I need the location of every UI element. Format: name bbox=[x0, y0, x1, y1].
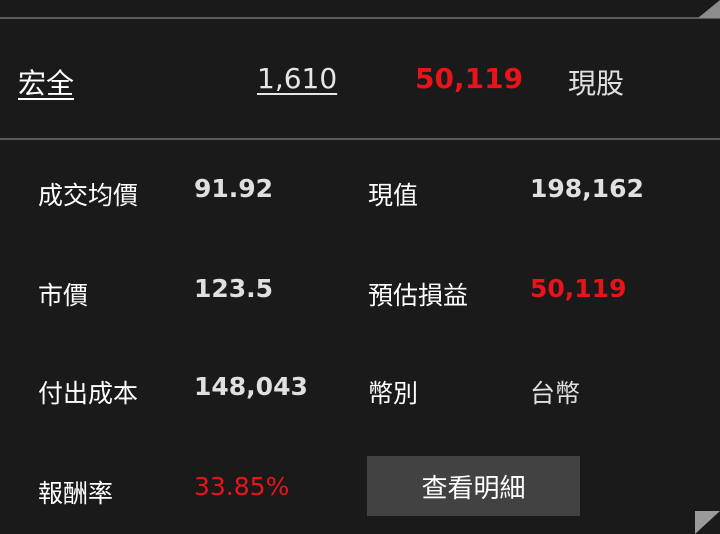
current-value-label: 現值 bbox=[368, 181, 419, 210]
avg-price-label: 成交均價 bbox=[38, 181, 139, 210]
market-price-label: 市價 bbox=[38, 281, 89, 310]
market-price-value: 123.5 bbox=[194, 274, 274, 303]
stock-name-link[interactable]: 宏全 bbox=[18, 67, 75, 100]
return-label: 報酬率 bbox=[38, 479, 114, 508]
avg-price-value: 91.92 bbox=[194, 174, 274, 203]
profit-loss-value: 50,119 bbox=[415, 62, 524, 95]
currency-label: 幣別 bbox=[368, 379, 419, 408]
corner-triangle-icon bbox=[698, 0, 720, 18]
cost-value: 148,043 bbox=[194, 372, 308, 401]
top-divider bbox=[0, 17, 720, 19]
trade-type: 現股 bbox=[568, 67, 625, 100]
current-value: 198,162 bbox=[530, 174, 644, 203]
header-divider bbox=[0, 138, 720, 140]
est-pl-label: 預估損益 bbox=[368, 281, 469, 310]
currency-value: 台幣 bbox=[530, 379, 581, 408]
view-details-button[interactable]: 查看明細 bbox=[367, 456, 580, 516]
cost-label: 付出成本 bbox=[38, 379, 139, 408]
return-rate-value: 33.85% bbox=[194, 472, 290, 501]
quantity-link[interactable]: 1,610 bbox=[257, 62, 338, 95]
corner-triangle-icon bbox=[695, 511, 720, 534]
est-pl-value: 50,119 bbox=[530, 274, 627, 303]
